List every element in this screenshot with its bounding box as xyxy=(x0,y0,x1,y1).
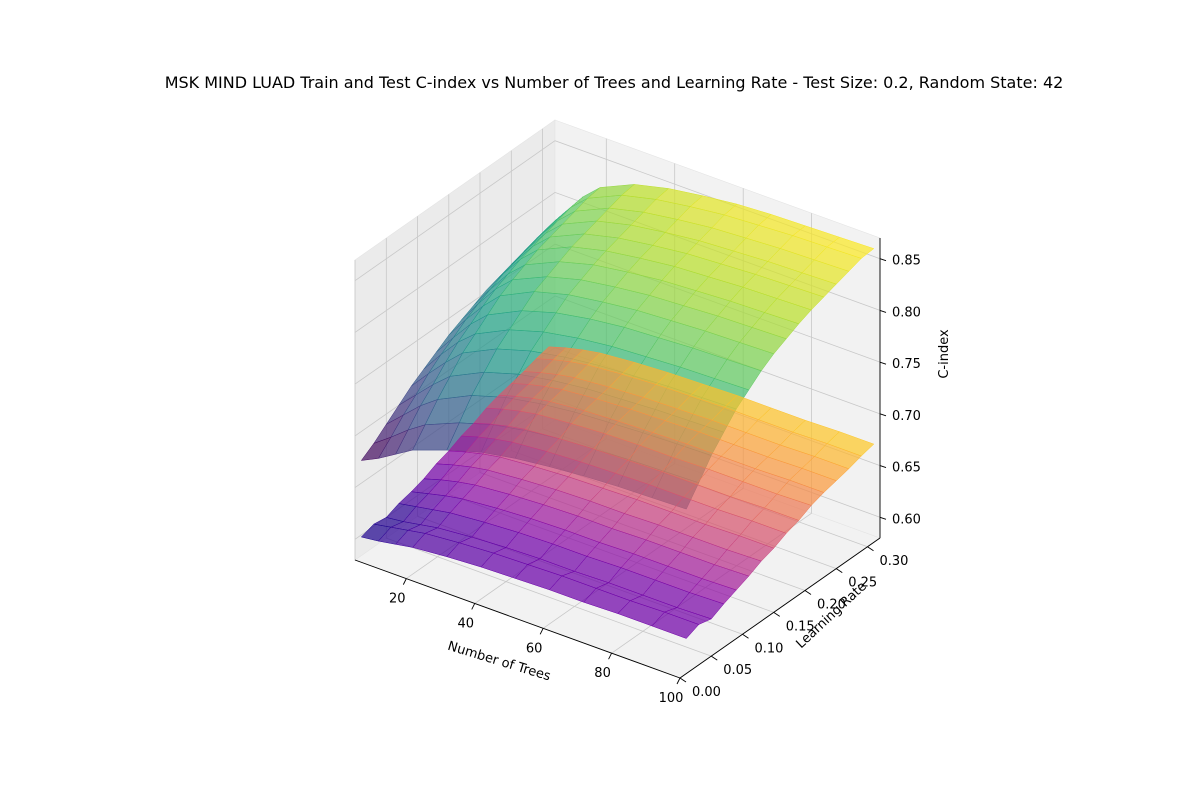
y-tick-mark xyxy=(804,590,812,595)
z-tick-mark xyxy=(879,258,887,262)
z-tick-mark xyxy=(879,465,887,469)
y-tick-mark xyxy=(742,633,749,639)
z-tick-mark xyxy=(879,516,887,520)
z-tick-label: 0.85 xyxy=(892,254,921,269)
y-axis-line xyxy=(679,537,881,679)
y-tick-label: 0.25 xyxy=(848,576,877,591)
x-tick-mark xyxy=(676,677,681,685)
y-tick-mark xyxy=(679,677,687,683)
x-tick-mark xyxy=(471,603,476,610)
y-tick-label: 0.20 xyxy=(817,598,846,613)
y-tick-label: 0.30 xyxy=(880,554,909,569)
x-tick-label: 20 xyxy=(389,592,406,607)
surface-plasma xyxy=(360,346,875,639)
surface-layer xyxy=(360,184,875,639)
y-tick-mark xyxy=(773,612,780,617)
z-tick-mark xyxy=(879,413,887,417)
x-tick-label: 60 xyxy=(526,641,543,656)
z-tick-label: 0.75 xyxy=(892,357,921,372)
x-axis-line xyxy=(354,559,681,679)
y-tick-mark xyxy=(836,568,843,573)
x-tick-mark xyxy=(539,628,544,635)
x-tick-label: 100 xyxy=(659,691,684,706)
chart-title: MSK MIND LUAD Train and Test C-index vs … xyxy=(165,73,1064,92)
x-tick-mark xyxy=(402,578,407,585)
z-tick-label: 0.80 xyxy=(892,305,921,320)
y-tick-label: 0.05 xyxy=(723,663,752,678)
x-tick-mark xyxy=(608,652,612,660)
x-tick-label: 40 xyxy=(457,616,474,631)
z-tick-label: 0.60 xyxy=(892,512,921,527)
axis-lines xyxy=(354,238,881,679)
y-tick-mark xyxy=(867,546,874,552)
z-axis-label: C-index xyxy=(937,329,952,379)
surface-facet xyxy=(651,611,700,639)
z-tick-mark xyxy=(879,309,887,313)
y-tick-label: 0.00 xyxy=(692,685,721,700)
x-tick-label: 80 xyxy=(594,666,611,681)
y-tick-label: 0.10 xyxy=(755,641,784,656)
tick-layer: 20 40 60 80 100 0.000.050.100.150.200.250.30 0… xyxy=(389,254,921,706)
y-tick-mark xyxy=(711,655,718,661)
y-tick-label: 0.15 xyxy=(786,619,815,634)
z-tick-mark xyxy=(879,361,887,365)
z-tick-label: 0.70 xyxy=(892,409,921,424)
z-tick-label: 0.65 xyxy=(892,461,921,476)
